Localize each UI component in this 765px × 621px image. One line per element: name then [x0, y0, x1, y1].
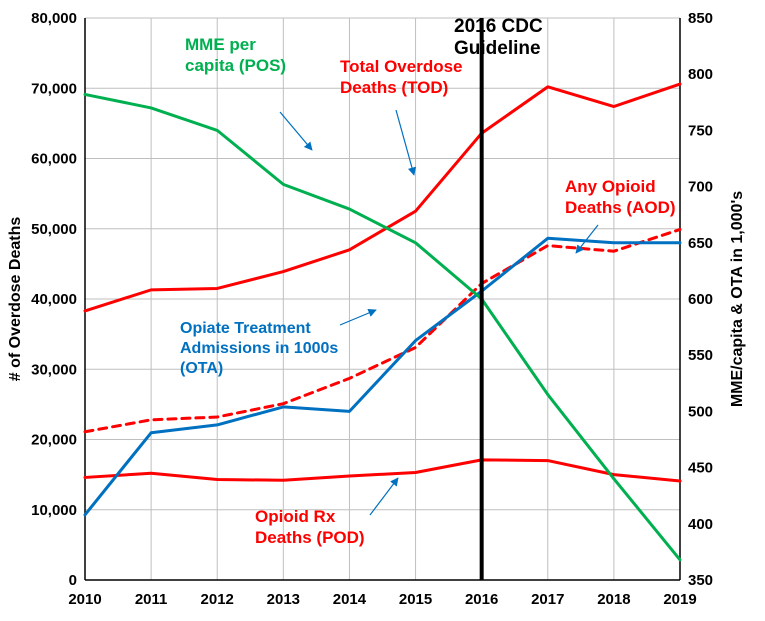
cdc-guideline-label: 2016 CDC: [454, 16, 543, 37]
y-left-tick: 50,000: [31, 221, 77, 238]
annotation-label: (OTA): [180, 360, 223, 377]
annotation-arrow: [396, 110, 414, 175]
annotation-label: Opiate Treatment: [180, 320, 311, 337]
y-left-tick: 80,000: [31, 10, 77, 27]
annotation-label: Deaths (TOD): [340, 78, 448, 97]
x-tick: 2015: [399, 591, 432, 608]
chart-container: 0 10,000 20,000 30,000 40,000 50,000 60,000 70,…: [0, 0, 765, 621]
y-left-tick: 0: [69, 572, 77, 589]
y-left-tick: 30,000: [31, 361, 77, 378]
y-left-label: # of Overdose Deaths: [7, 217, 24, 382]
y-left-tick: 20,000: [31, 432, 77, 449]
y-right-tick: 350: [688, 572, 713, 589]
x-tick: 2010: [68, 591, 101, 608]
y-left-tick: 60,000: [31, 151, 77, 168]
x-tick: 2018: [597, 591, 630, 608]
y-right-label: MME/capita & OTA in 1,000's: [729, 191, 746, 407]
y-right-tick: 800: [688, 66, 713, 83]
y-right-tick: 600: [688, 291, 713, 308]
y-right-tick: 400: [688, 516, 713, 533]
annotation-label: Any Opioid: [565, 177, 656, 196]
x-tick: 2019: [663, 591, 696, 608]
x-tick: 2017: [531, 591, 564, 608]
x-tick: 2012: [201, 591, 234, 608]
annotation-label: capita (POS): [185, 56, 286, 75]
y-right-tick: 850: [688, 10, 713, 27]
x-tick: 2014: [333, 591, 367, 608]
cdc-guideline-label: Guideline: [454, 38, 541, 59]
annotation-label: MME per: [185, 35, 256, 54]
x-tick: 2011: [135, 591, 168, 608]
y-right-tick: 700: [688, 179, 713, 196]
y-left-tick: 40,000: [31, 291, 77, 308]
x-tick: 2013: [267, 591, 300, 608]
annotation-label: Admissions in 1000s: [180, 340, 338, 357]
y-right-tick: 550: [688, 347, 713, 364]
series-aod: [85, 229, 680, 431]
y-left-tick: 10,000: [31, 502, 77, 519]
y-right-tick: 750: [688, 122, 713, 139]
x-tick: 2016: [465, 591, 498, 608]
annotation-label: Deaths (POD): [255, 528, 365, 547]
y-right-tick: 500: [688, 403, 713, 420]
y-right-tick: 450: [688, 460, 713, 477]
chart-svg: 0 10,000 20,000 30,000 40,000 50,000 60,000 70,…: [0, 0, 765, 621]
annotation-arrow: [280, 112, 312, 150]
annotation-label: Deaths (AOD): [565, 198, 676, 217]
series-pod: [85, 460, 680, 481]
series-pos: [85, 94, 680, 559]
annotation-label: Total Overdose: [340, 57, 463, 76]
annotation-arrow: [340, 310, 376, 325]
y-left-tick: 70,000: [31, 80, 77, 97]
y-right-tick: 650: [688, 235, 713, 252]
annotation-label: Opioid Rx: [255, 507, 336, 526]
